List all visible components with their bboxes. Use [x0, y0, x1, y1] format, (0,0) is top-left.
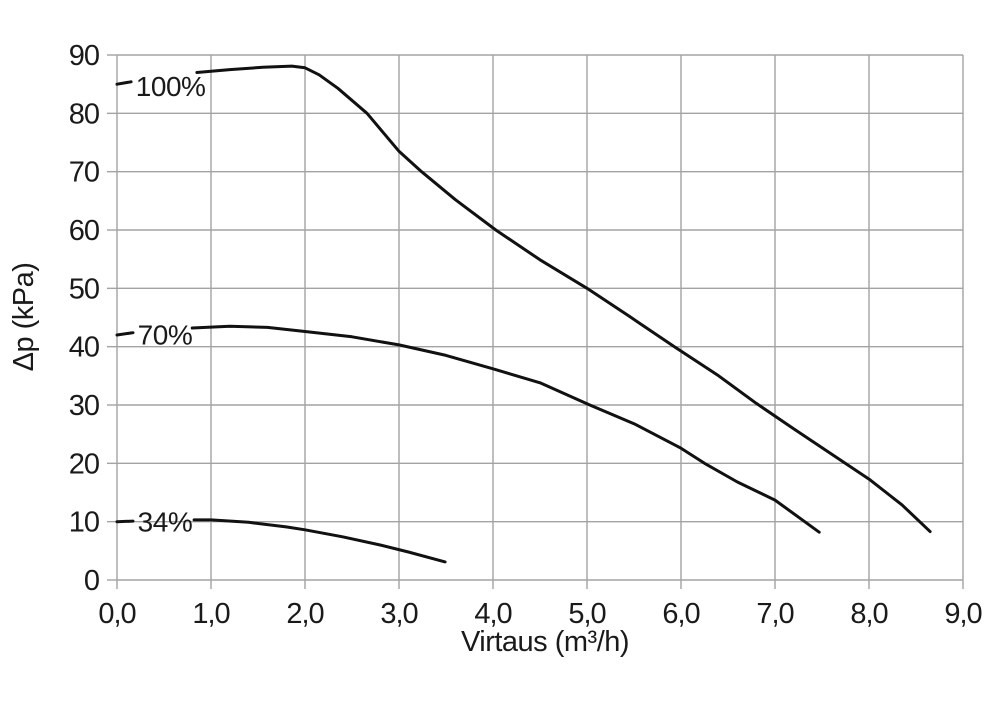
y-tick-label: 60 — [69, 215, 99, 247]
x-tick-label: 1,0 — [192, 598, 229, 630]
y-tick-label: 10 — [69, 507, 99, 539]
y-tick-label: 50 — [69, 273, 99, 305]
curve-leader-p100-percent — [115, 80, 133, 86]
curve-p34-percent — [192, 518, 447, 564]
x-tick-label: 2,0 — [286, 598, 323, 630]
x-tick-label: 8,0 — [850, 598, 887, 630]
y-tick-label: 70 — [69, 157, 99, 189]
y-tick-label: 40 — [69, 332, 99, 364]
y-tick-label: 90 — [69, 40, 99, 72]
curve-p100-percent — [195, 64, 932, 534]
curve-leader-p34-percent — [115, 519, 135, 524]
y-tick-label: 0 — [84, 565, 99, 597]
curve-leader-p70-percent — [115, 331, 135, 337]
curve-label-p34-percent: 34% — [138, 507, 193, 538]
tick-label-layer: 0,0 1,0 2,0 3,0 4,0 5,0 6,0 7,0 8,0 9,0 0 10 20 30 40 5… — [69, 40, 983, 630]
curve-label-p100-percent: 100% — [136, 71, 206, 102]
x-tick-label: 3,0 — [380, 598, 417, 630]
x-tick-label: 4,0 — [474, 598, 511, 630]
x-tick-label: 7,0 — [756, 598, 793, 630]
x-tick-label: 5,0 — [568, 598, 605, 630]
x-tick-label: 9,0 — [944, 598, 981, 630]
x-tick-label: 0,0 — [98, 598, 135, 630]
grid-layer — [116, 54, 964, 581]
curve-label-layer: 100% 70% 34% — [136, 71, 206, 538]
x-axis-title: Virtaus (m³/h) — [461, 626, 629, 658]
y-tick-label: 20 — [69, 448, 99, 480]
curve-p70-percent — [190, 324, 821, 534]
tick-layer — [107, 54, 964, 589]
y-tick-label: 80 — [69, 98, 99, 130]
y-tick-label: 30 — [69, 390, 99, 422]
y-axis-title: Δp (kPa) — [8, 263, 40, 372]
curve-label-p70-percent: 70% — [138, 319, 193, 350]
curve-layer — [115, 64, 932, 564]
x-tick-label: 6,0 — [662, 598, 699, 630]
